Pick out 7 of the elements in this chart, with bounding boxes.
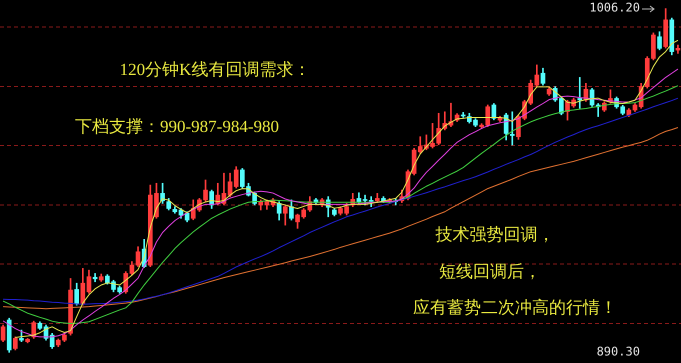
annotation: 120分钟K线有回调需求： — [120, 60, 310, 80]
y-tick-label: 890.30 — [596, 344, 640, 358]
annotation: 应有蓄势二次冲高的行情！ — [413, 298, 617, 318]
annotation: 短线回调后， — [439, 262, 541, 282]
annotation: 技术强势回调， — [436, 225, 554, 245]
annotation: 下档支撑：990-987-984-980 — [75, 117, 279, 137]
y-tick-label: 1006.20 — [589, 0, 640, 15]
